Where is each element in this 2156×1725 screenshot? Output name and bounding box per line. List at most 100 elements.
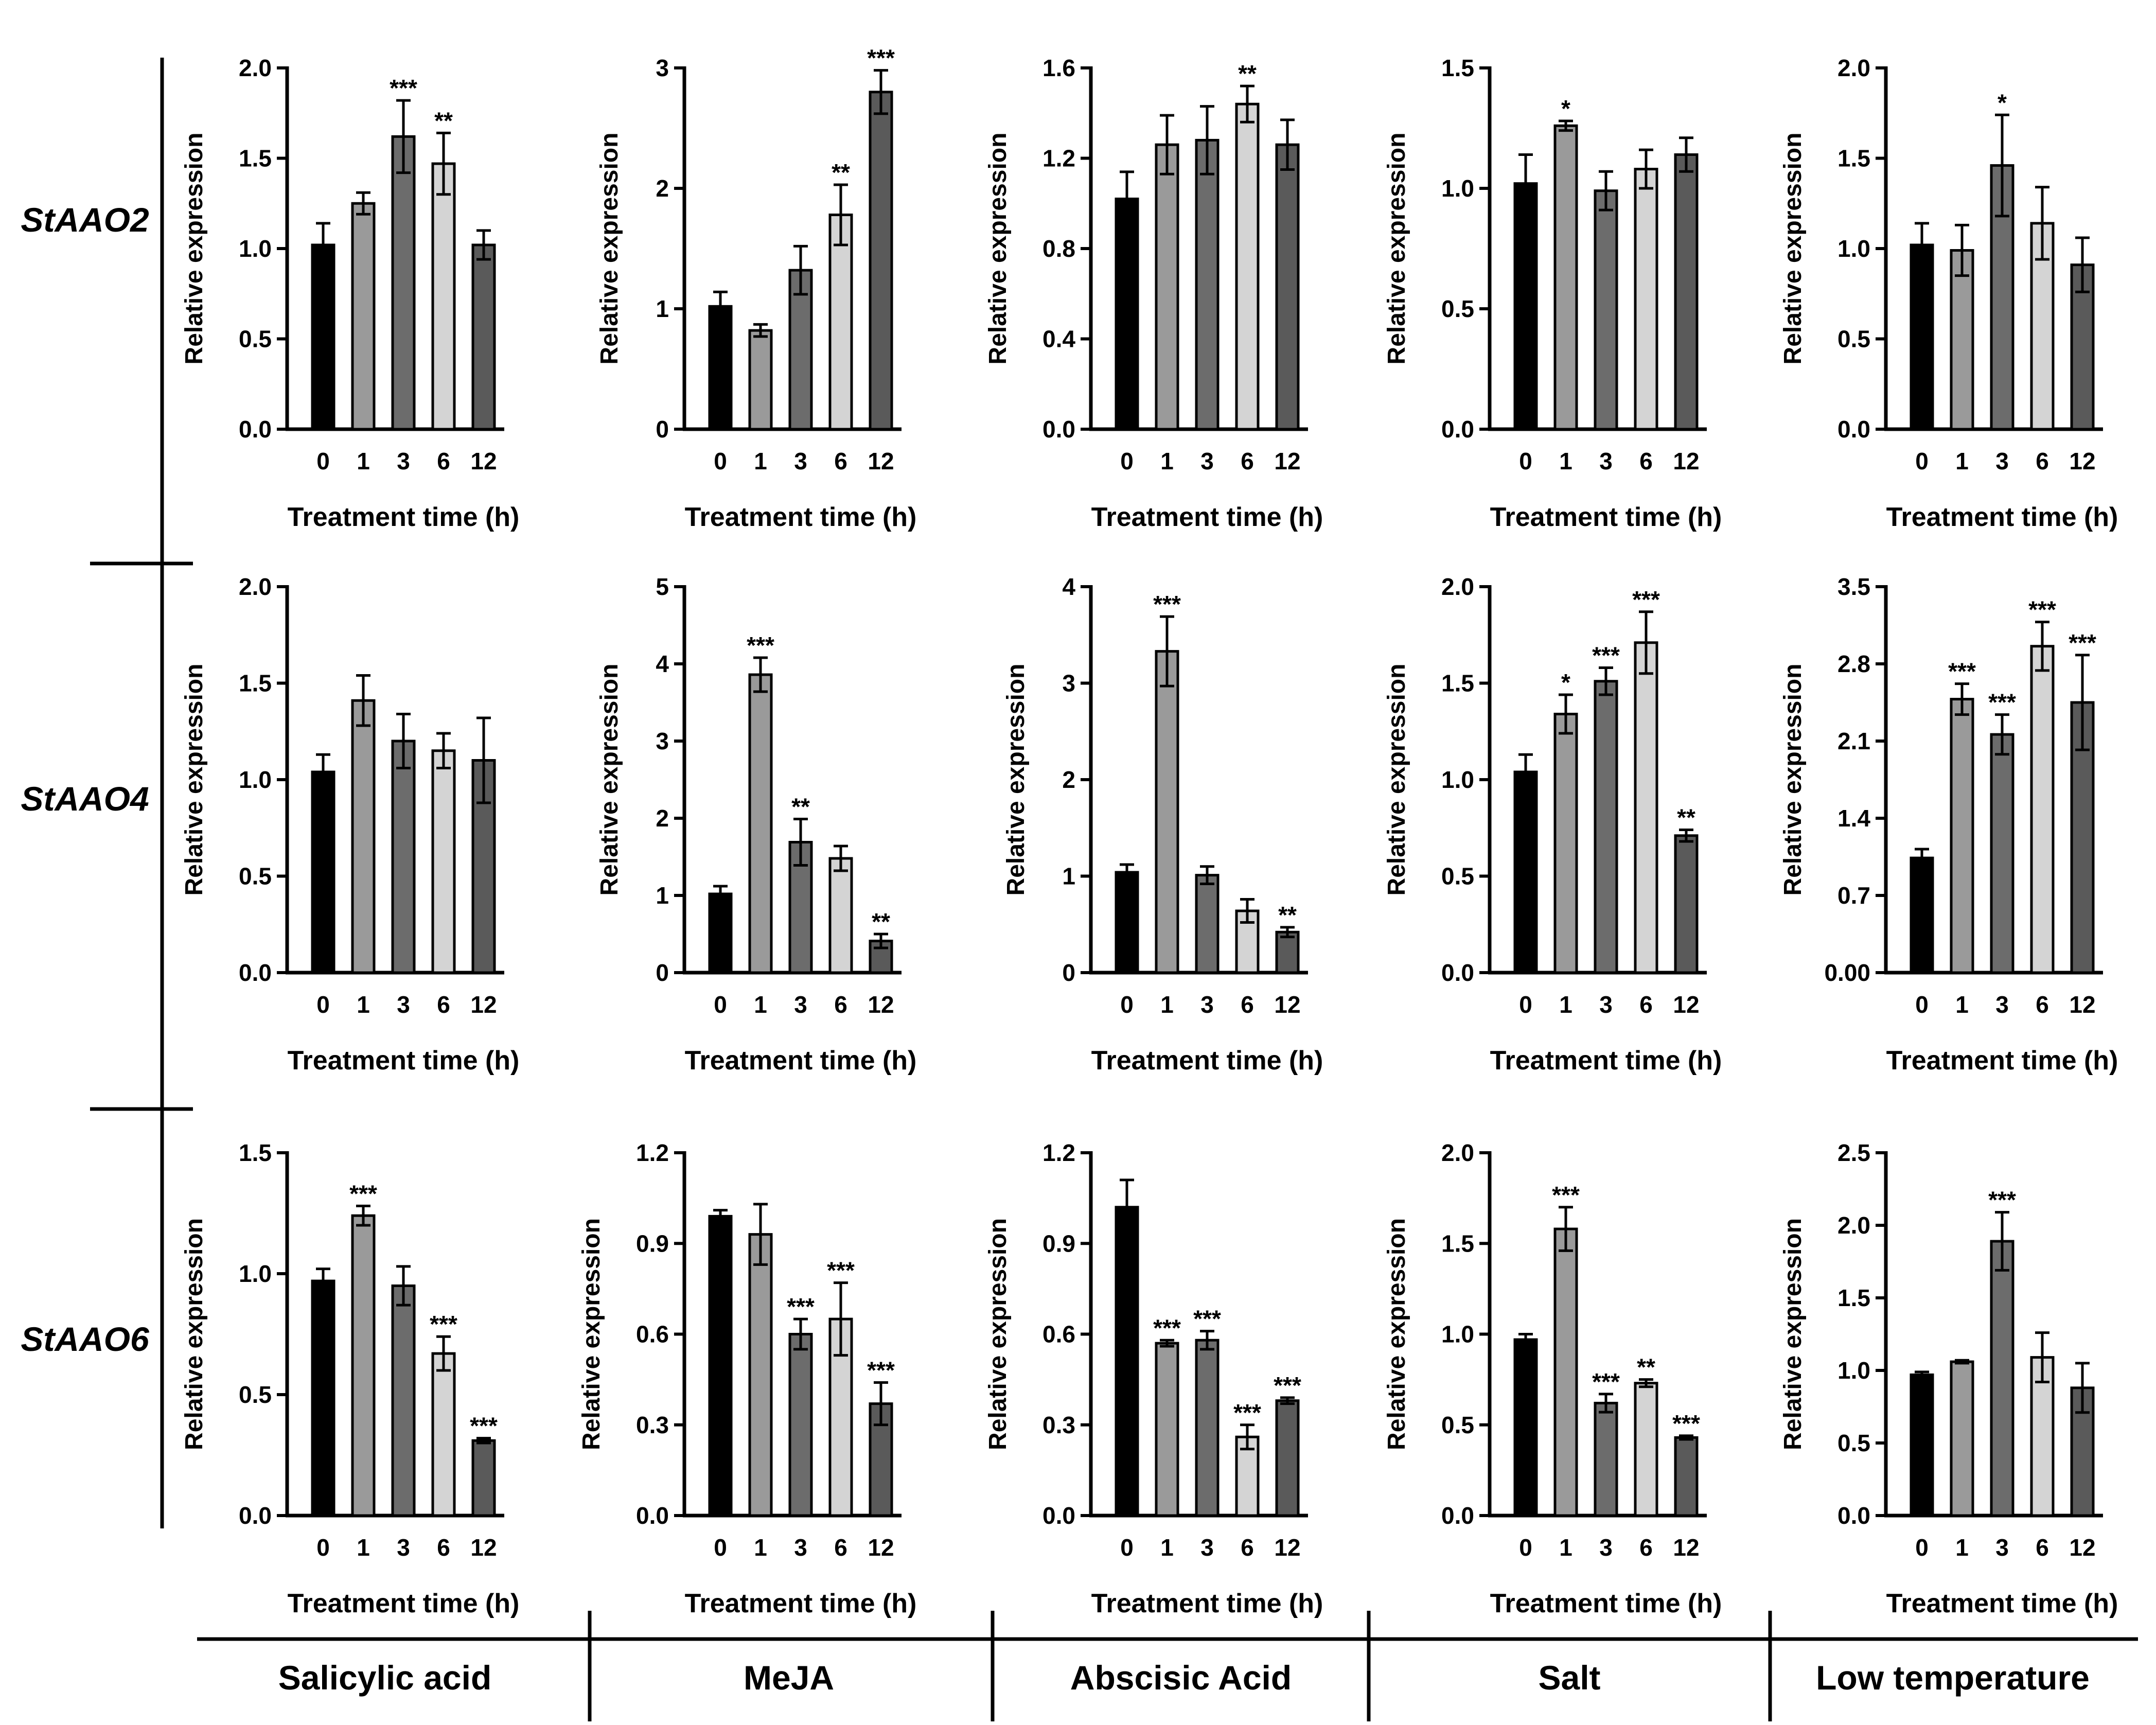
significance-label: * bbox=[1561, 669, 1570, 696]
bar bbox=[869, 91, 893, 431]
y-tick-label: 0.3 bbox=[1042, 1412, 1075, 1438]
bar bbox=[708, 305, 733, 431]
x-tick-label: 1 bbox=[1955, 448, 1969, 474]
significance-label: *** bbox=[747, 632, 774, 659]
gene-label: StAAO2 bbox=[21, 201, 149, 239]
x-axis-label: Treatment time (h) bbox=[685, 1046, 917, 1076]
bar bbox=[1674, 153, 1699, 431]
x-tick-label: 12 bbox=[1673, 1534, 1699, 1561]
panel-StAAO4-4: 0.00 0.7 1.4 2.1 2.8 3.5 Relative expression 0 *… bbox=[1779, 573, 2118, 1076]
treatment-label: Salicylic acid bbox=[278, 1659, 492, 1697]
x-tick-label: 3 bbox=[397, 991, 410, 1018]
bar bbox=[1634, 168, 1658, 431]
bar bbox=[828, 857, 853, 974]
bar bbox=[1275, 930, 1300, 974]
x-tick-label: 3 bbox=[1200, 448, 1214, 474]
bar bbox=[1115, 197, 1139, 431]
x-tick-label: 1 bbox=[754, 991, 767, 1018]
y-tick-label: 0.4 bbox=[1042, 326, 1075, 353]
bar bbox=[748, 1233, 773, 1517]
x-tick-label: 1 bbox=[754, 1534, 767, 1561]
y-tick-label: 2 bbox=[656, 805, 669, 832]
x-tick-label: 3 bbox=[1599, 1534, 1613, 1561]
bar bbox=[1513, 182, 1538, 431]
significance-label: *** bbox=[349, 1180, 377, 1207]
y-tick-label: 1 bbox=[656, 295, 669, 322]
x-tick-label: 1 bbox=[357, 448, 370, 474]
significance-label: ** bbox=[1278, 902, 1297, 928]
y-tick-label: 1 bbox=[1062, 863, 1075, 890]
y-axis-label: Relative expression bbox=[596, 664, 623, 896]
y-tick-label: 1.0 bbox=[239, 235, 272, 262]
significance-label: *** bbox=[1153, 591, 1181, 618]
bar bbox=[351, 1214, 376, 1517]
y-tick-label: 0.6 bbox=[636, 1321, 669, 1348]
y-tick-label: 1.0 bbox=[1441, 1321, 1474, 1348]
significance-label: *** bbox=[827, 1257, 855, 1284]
bar bbox=[1155, 143, 1179, 431]
significance-label: *** bbox=[2028, 596, 2056, 623]
x-tick-label: 12 bbox=[470, 991, 497, 1018]
x-tick-label: 6 bbox=[2036, 448, 2049, 474]
x-tick-label: 1 bbox=[357, 1534, 370, 1561]
bar bbox=[828, 213, 853, 431]
bar bbox=[1990, 1240, 2014, 1517]
bar bbox=[1594, 1401, 1618, 1517]
bar bbox=[391, 135, 416, 431]
x-tick-label: 6 bbox=[1639, 1534, 1653, 1561]
y-tick-label: 0.5 bbox=[1837, 326, 1870, 353]
bar bbox=[748, 673, 773, 974]
y-tick-label: 0.5 bbox=[239, 863, 272, 890]
significance-label: *** bbox=[390, 75, 417, 101]
y-tick-label: 1.2 bbox=[1042, 145, 1075, 172]
bar bbox=[311, 770, 335, 974]
bar bbox=[1910, 856, 1934, 974]
panel-StAAO2-4: 0.0 0.5 1.0 1.5 2.0 Relative expression 0 1 * 3 6 1… bbox=[1779, 55, 2118, 532]
x-tick-label: 0 bbox=[1915, 448, 1929, 474]
y-tick-label: 0 bbox=[656, 416, 669, 443]
y-tick-label: 0.0 bbox=[1441, 416, 1474, 443]
y-tick-label: 0.5 bbox=[239, 1381, 272, 1408]
x-axis-label: Treatment time (h) bbox=[1886, 502, 2118, 532]
significance-label: *** bbox=[470, 1413, 498, 1439]
x-tick-label: 3 bbox=[1599, 448, 1613, 474]
significance-label: *** bbox=[2069, 629, 2096, 656]
significance-label: ** bbox=[791, 794, 810, 820]
significance-label: ** bbox=[434, 107, 453, 134]
significance-label: *** bbox=[867, 45, 895, 72]
y-tick-label: 1.2 bbox=[1042, 1139, 1075, 1166]
panel-StAAO6-2: 0.0 0.3 0.6 0.9 1.2 Relative expression 0 *** 1 *… bbox=[984, 1139, 1323, 1618]
treatment-label: Salt bbox=[1538, 1659, 1600, 1697]
y-tick-label: 2.0 bbox=[1441, 573, 1474, 600]
x-tick-label: 1 bbox=[1559, 448, 1572, 474]
bar bbox=[1594, 189, 1618, 431]
x-tick-label: 12 bbox=[868, 1534, 894, 1561]
panel-StAAO6-3: 0.0 0.5 1.0 1.5 2.0 Relative expression 0 *** 1 *… bbox=[1383, 1139, 1722, 1618]
x-axis-label: Treatment time (h) bbox=[288, 502, 520, 532]
significance-label: *** bbox=[430, 1311, 457, 1337]
x-tick-label: 6 bbox=[834, 1534, 847, 1561]
x-tick-label: 6 bbox=[1241, 448, 1254, 474]
x-tick-label: 6 bbox=[437, 1534, 450, 1561]
x-axis-label: Treatment time (h) bbox=[1886, 1589, 2118, 1618]
x-tick-label: 0 bbox=[714, 1534, 727, 1561]
bar bbox=[788, 1333, 813, 1517]
x-tick-label: 0 bbox=[316, 991, 330, 1018]
y-tick-label: 1.5 bbox=[239, 1139, 272, 1166]
y-tick-label: 0.0 bbox=[636, 1502, 669, 1529]
bar bbox=[351, 699, 376, 974]
bar bbox=[2030, 1356, 2055, 1517]
treatment-label: Low temperature bbox=[1816, 1659, 2090, 1697]
bar bbox=[1594, 680, 1618, 974]
x-axis-label: Treatment time (h) bbox=[685, 1589, 917, 1618]
x-tick-label: 3 bbox=[397, 1534, 410, 1561]
y-axis-label: Relative expression bbox=[1779, 133, 1807, 365]
y-tick-label: 0.5 bbox=[239, 326, 272, 353]
bar bbox=[471, 243, 496, 431]
y-tick-label: 0.0 bbox=[239, 1502, 272, 1529]
y-tick-label: 1.5 bbox=[1837, 145, 1870, 172]
y-tick-label: 0 bbox=[1062, 959, 1075, 986]
bar bbox=[1115, 871, 1139, 974]
